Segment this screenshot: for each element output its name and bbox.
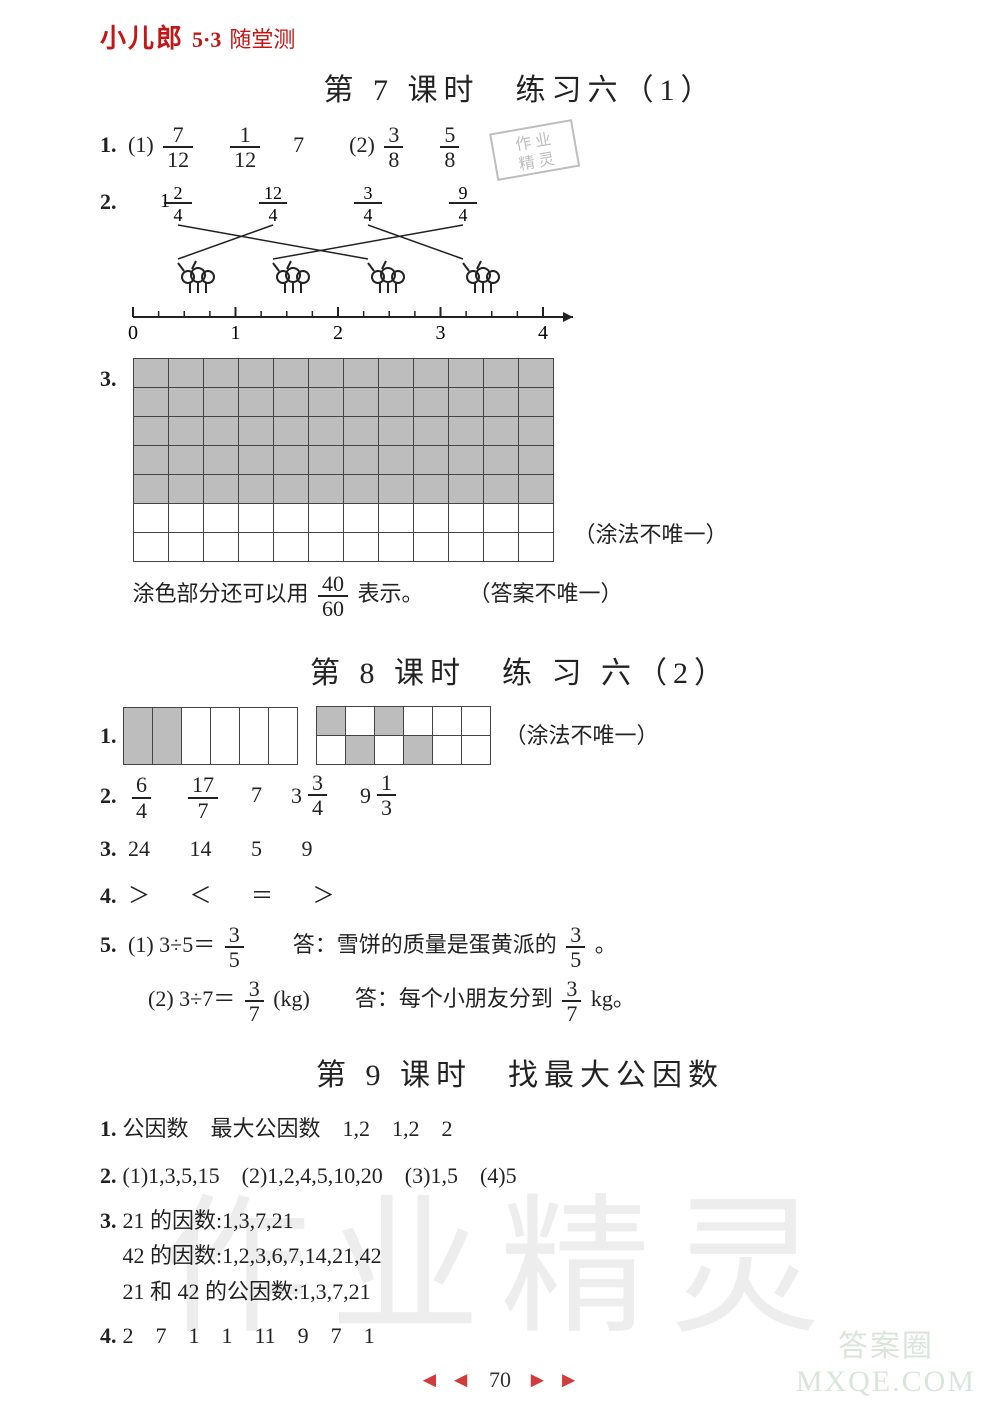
l7-q3: 3. （涂法不唯一） 涂色部分还可以用 4060 表示。 （答案不唯一） (100, 358, 940, 620)
svg-text:2: 2 (333, 322, 343, 344)
l7-q2-num: 2. (100, 181, 117, 223)
l8-q5: 5. (1) 3÷5＝ 35 答：雪饼的质量是蛋黄派的 35 。 (100, 923, 940, 971)
brand-sub: 随堂测 (229, 22, 295, 54)
l7-q1-p2: (2) (349, 132, 375, 157)
footer-arrow-right-icon: ► ► (527, 1367, 582, 1392)
l9-q2: 2.(1)1,3,5,15 (2)1,2,4,5,10,20 (3)1,5 (4… (100, 1155, 940, 1197)
stamp-icon: 作 业 精 灵 (480, 117, 590, 187)
svg-text:4: 4 (268, 205, 277, 225)
svg-text:1: 1 (160, 190, 170, 212)
l8-q5-p2: (2) 3÷7＝ 37 (kg) 答：每个小朋友分到 37 kg。 (100, 977, 940, 1025)
ant-icon (463, 261, 499, 293)
l7-q1-p1: (1) (128, 132, 154, 157)
l8-q2: 2. 64 177 7 334 913 (100, 771, 940, 821)
l8-q2-f2: 177 (188, 773, 218, 821)
svg-text:4: 4 (363, 205, 372, 225)
footer-arrow-left-icon: ◄ ◄ (418, 1367, 473, 1392)
l7-q1-v: 7 (293, 132, 304, 157)
page-number: 70 (489, 1367, 511, 1392)
l8-q4: 4. ＞ ＜ ＝ ＞ (100, 875, 940, 917)
grid-a (123, 707, 298, 765)
l7-q3-body: （涂法不唯一） 涂色部分还可以用 4060 表示。 （答案不唯一） (133, 358, 728, 620)
svg-text:12: 12 (264, 183, 282, 203)
l7-q3-sentence: 涂色部分还可以用 4060 表示。 （答案不唯一） (133, 572, 728, 620)
svg-text:0: 0 (128, 322, 138, 344)
l8-q1-note: （涂法不唯一） (505, 715, 659, 757)
l7-q2: 2. 124124349401234 (100, 177, 940, 352)
l8-q3: 3. 24 14 5 9 (100, 828, 940, 870)
lesson8-title: 第 8 课时 练 习 六（2） (100, 648, 940, 692)
svg-text:1: 1 (230, 322, 240, 344)
l8-q2-m1: 334 (291, 771, 331, 819)
svg-text:9: 9 (458, 183, 467, 203)
l7-q1: 1. (1) 712 112 7 (2) 38 58 作 业 精 灵 (100, 123, 940, 171)
svg-text:3: 3 (435, 322, 445, 344)
grid-40-60 (133, 358, 554, 562)
l7-q1-num: 1. (100, 132, 117, 157)
l7-q1-f1: 712 (163, 123, 193, 171)
l7-q1-f2: 112 (230, 123, 260, 171)
svg-text:4: 4 (173, 205, 182, 225)
l8-q2-num: 2. (100, 783, 117, 808)
grid-b (316, 706, 491, 765)
number-line-diagram: 124124349401234 (123, 177, 593, 352)
brand-header: 小儿郎 5·3 随堂测 (100, 18, 940, 55)
l7-q3-note1: （涂法不唯一） (574, 514, 728, 556)
svg-text:2: 2 (173, 183, 182, 203)
l9-q3: 3.21 的因数:1,3,7,21 3.42 的因数:1,2,3,6,7,14,… (100, 1203, 940, 1309)
brand-53: 5·3 (192, 27, 221, 53)
l8-q1-num: 1. (100, 715, 117, 757)
page-footer: ◄ ◄ 70 ► ► (0, 1367, 1000, 1393)
svg-text:4: 4 (458, 205, 467, 225)
l7-q3-num: 3. (100, 358, 117, 400)
l8-q1: 1. （涂法不唯一） (100, 706, 940, 765)
l7-q1-f4: 58 (440, 123, 459, 171)
l8-q2-f1: 64 (132, 773, 151, 821)
l8-q2-m2: 913 (360, 771, 400, 819)
brand-logo: 小儿郎 (100, 18, 184, 55)
ant-icon (368, 261, 404, 293)
svg-text:4: 4 (538, 322, 548, 344)
ant-icon (178, 261, 214, 293)
lesson7-title: 第 7 课时 练习六（1） (100, 65, 940, 109)
l7-q3-frac: 4060 (318, 572, 348, 620)
l9-q4: 4.2 7 1 1 11 9 7 1 (100, 1315, 940, 1357)
l7-q1-f3: 38 (384, 123, 403, 171)
svg-text:作 业: 作 业 (514, 130, 553, 154)
l9-q1: 1.公因数 最大公因数 1,2 1,2 2 (100, 1108, 940, 1150)
l8-q2-v1: 7 (251, 783, 262, 808)
lesson9-title: 第 9 课时 找最大公因数 (100, 1050, 940, 1094)
svg-text:3: 3 (363, 183, 372, 203)
ant-icon (273, 261, 309, 293)
